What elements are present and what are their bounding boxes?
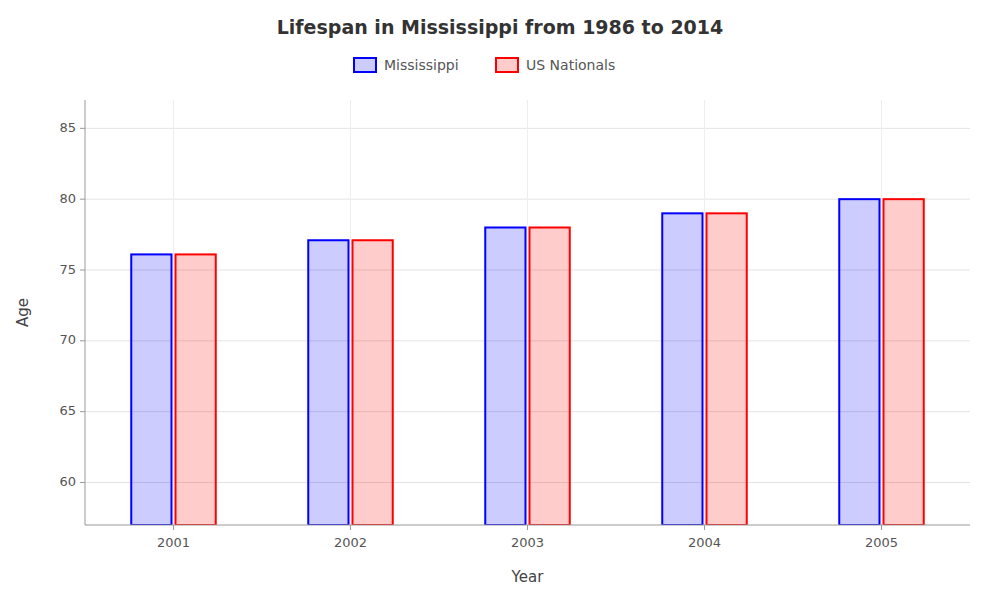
bar: [485, 228, 525, 526]
x-tick: [173, 525, 174, 530]
y-axis-label: Age: [14, 298, 32, 327]
x-grid-line: [881, 100, 882, 525]
y-tick-label: 65: [59, 403, 76, 418]
legend-label: Mississippi: [384, 57, 459, 73]
y-tick: [80, 411, 85, 412]
y-tick: [80, 270, 85, 271]
chart-container: 60 65 70 75 80 85 2001 2002 2003 2004 2005 Year Age L…: [0, 0, 1000, 600]
bar: [707, 213, 747, 525]
legend-swatch: [496, 58, 518, 72]
x-grid-line: [704, 100, 705, 525]
x-tick-label: 2002: [334, 535, 367, 550]
bar: [884, 199, 924, 525]
y-tick-label: 75: [59, 262, 76, 277]
grid: [85, 100, 970, 525]
x-tick-label: 2001: [157, 535, 190, 550]
legend: Mississippi US Nationals: [354, 57, 615, 73]
x-tick-label: 2004: [688, 535, 721, 550]
y-tick: [80, 199, 85, 200]
chart-title: Lifespan in Mississippi from 1986 to 201…: [277, 16, 724, 38]
bar: [308, 240, 348, 525]
x-grid-line: [173, 100, 174, 525]
bar: [131, 254, 171, 525]
y-axis-line: [85, 100, 86, 525]
legend-swatch: [354, 58, 376, 72]
y-tick-label: 70: [59, 332, 76, 347]
bar: [353, 240, 393, 525]
legend-label: US Nationals: [526, 57, 615, 73]
x-tick-label: 2005: [865, 535, 898, 550]
bar: [839, 199, 879, 525]
y-tick-label: 60: [59, 474, 76, 489]
chart-svg: 60 65 70 75 80 85 2001 2002 2003 2004 2005 Year Age L…: [0, 0, 1000, 600]
x-tick: [350, 525, 351, 530]
y-tick-label: 80: [59, 191, 76, 206]
x-grid-line: [527, 100, 528, 525]
x-tick: [704, 525, 705, 530]
bar: [530, 228, 570, 526]
y-tick: [80, 340, 85, 341]
x-tick: [881, 525, 882, 530]
bar: [176, 254, 216, 525]
x-tick: [527, 525, 528, 530]
y-tick: [80, 482, 85, 483]
x-grid-line: [350, 100, 351, 525]
bars: [131, 199, 924, 525]
axes: 60 65 70 75 80 85 2001 2002 2003 2004 2005: [59, 100, 970, 550]
y-tick-label: 85: [59, 120, 76, 135]
y-tick: [80, 128, 85, 129]
x-axis-label: Year: [511, 568, 545, 586]
bar: [662, 213, 702, 525]
x-tick-label: 2003: [511, 535, 544, 550]
